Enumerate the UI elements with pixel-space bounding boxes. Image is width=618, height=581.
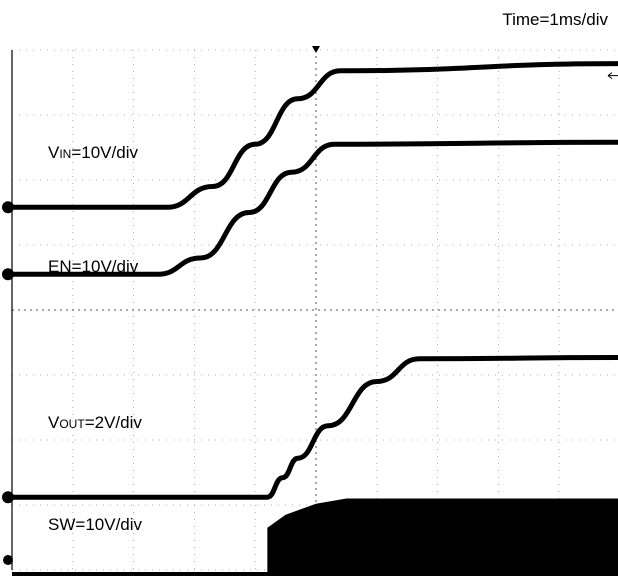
label-tail: =10V/div bbox=[71, 143, 138, 162]
trace-vin bbox=[12, 61, 618, 210]
label-sw: SW=10V/div bbox=[48, 515, 143, 534]
trace-vout bbox=[12, 354, 618, 500]
label-vout: VOUT=2V/div bbox=[48, 413, 142, 432]
channel-markers bbox=[2, 72, 618, 565]
marker-vout bbox=[2, 491, 14, 504]
grid bbox=[11, 46, 618, 571]
reference-arrow bbox=[607, 72, 618, 80]
label-main: SW bbox=[48, 515, 75, 534]
label-main: V bbox=[48, 143, 60, 162]
label-main: EN bbox=[48, 257, 72, 276]
label-sub: IN bbox=[59, 147, 71, 161]
trigger-marker bbox=[312, 46, 320, 53]
label-vin: VIN=10V/div bbox=[48, 143, 138, 162]
marker-sw bbox=[3, 555, 13, 565]
channel-labels: VIN=10V/divEN=10V/divVOUT=2V/divSW=10V/d… bbox=[48, 143, 143, 534]
label-tail: =10V/div bbox=[72, 257, 139, 276]
trace-en bbox=[12, 139, 618, 277]
label-en: EN=10V/div bbox=[48, 257, 139, 276]
marker-vin bbox=[2, 201, 14, 214]
label-sub: OUT bbox=[59, 417, 85, 431]
time-base-label: Time=1ms/div bbox=[502, 10, 608, 29]
traces bbox=[12, 61, 618, 577]
trace-sw bbox=[267, 498, 618, 577]
label-tail: =10V/div bbox=[75, 515, 142, 534]
marker-en bbox=[2, 268, 14, 281]
label-tail: =2V/div bbox=[85, 413, 143, 432]
label-main: V bbox=[48, 413, 60, 432]
